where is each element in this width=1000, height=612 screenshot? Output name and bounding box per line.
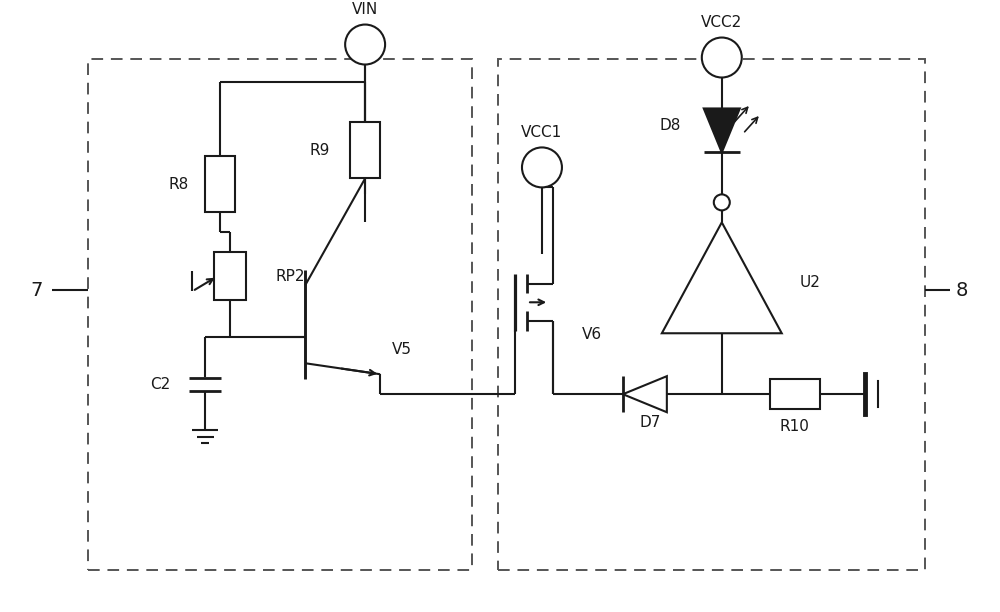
Polygon shape	[704, 108, 740, 152]
Circle shape	[345, 24, 385, 64]
Bar	[214, 252, 246, 300]
Text: V5: V5	[392, 341, 412, 357]
Text: V6: V6	[581, 327, 602, 341]
Polygon shape	[662, 222, 782, 334]
Bar	[205, 157, 235, 212]
Circle shape	[522, 147, 562, 187]
Text: U2: U2	[800, 275, 821, 290]
Bar	[498, 59, 925, 570]
Text: VCC1: VCC1	[521, 125, 563, 140]
Bar	[350, 122, 380, 179]
Text: 8: 8	[955, 281, 968, 300]
Text: R8: R8	[168, 177, 188, 192]
Polygon shape	[623, 376, 667, 412]
Text: R10: R10	[780, 419, 810, 434]
Circle shape	[702, 37, 742, 78]
Text: C2: C2	[150, 377, 170, 392]
Text: 7: 7	[30, 281, 43, 300]
Text: D8: D8	[659, 118, 681, 133]
Bar	[88, 59, 472, 570]
Text: R9: R9	[310, 143, 330, 158]
Text: VCC2: VCC2	[701, 15, 742, 30]
Bar	[770, 379, 820, 409]
Text: D7: D7	[639, 415, 661, 430]
Text: VIN: VIN	[352, 2, 378, 17]
Circle shape	[714, 195, 730, 211]
Text: RP2: RP2	[275, 269, 305, 284]
